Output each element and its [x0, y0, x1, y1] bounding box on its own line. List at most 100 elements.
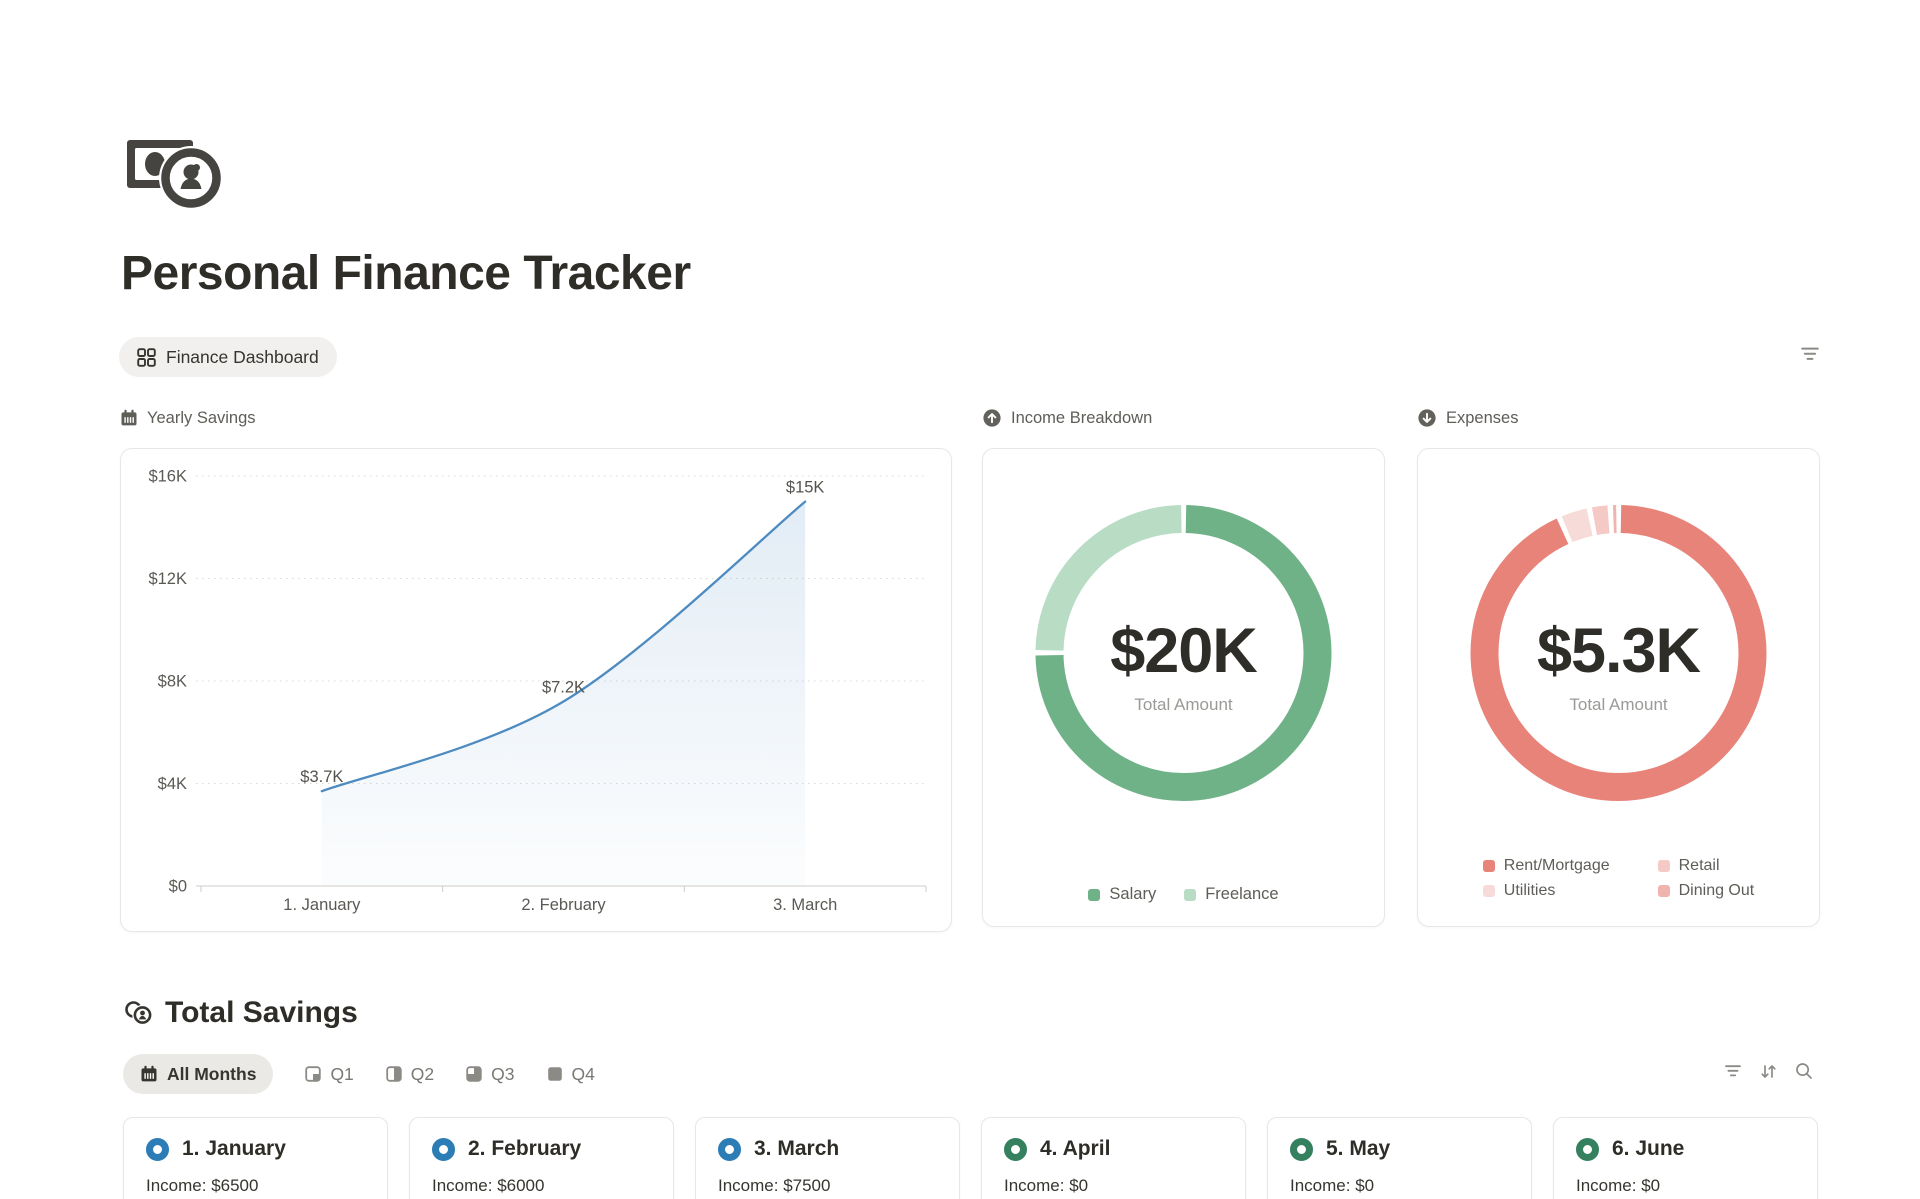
quarter-1-icon [305, 1066, 322, 1082]
legend-swatch [1657, 859, 1670, 872]
month-ring-icon [146, 1137, 169, 1161]
svg-text:$12K: $12K [148, 570, 187, 588]
month-ring-icon [718, 1137, 741, 1161]
tab-all-months[interactable]: All Months [123, 1054, 274, 1094]
month-income: Income: $7500 [718, 1176, 831, 1195]
expenses-donut-chart [1470, 505, 1767, 801]
legend-item: Rent/Mortgage [1482, 856, 1610, 875]
expenses-header: Expenses [1417, 405, 1820, 431]
legend-label: Dining Out [1678, 881, 1755, 899]
expenses-legend: Rent/Mortgage Utilities Retail Dining Out [1418, 853, 1819, 903]
month-card[interactable]: 5. May Income: $0 [1267, 1117, 1532, 1199]
month-title: 4. April [1040, 1137, 1111, 1160]
legend-label: Retail [1678, 856, 1720, 874]
tab-label: Q1 [330, 1063, 354, 1084]
yearly-savings-section: Yearly Savings $0 $4K $8K $12K $16K $3.7K 1. J… [120, 405, 952, 932]
svg-text:$16K: $16K [148, 468, 187, 486]
filter-icon[interactable] [1724, 1064, 1742, 1078]
tab-q1[interactable]: Q1 [305, 1063, 354, 1085]
total-savings-title: Total Savings [165, 996, 358, 1029]
svg-text:$3.7K: $3.7K [300, 768, 343, 786]
month-income: Income: $6000 [432, 1176, 545, 1195]
quarter-3-icon [466, 1066, 482, 1082]
yearly-savings-card: $0 $4K $8K $12K $16K $3.7K 1. January $7.2K 2. F… [120, 448, 952, 932]
month-income: Income: $6500 [146, 1176, 259, 1195]
income-breakdown-section: Income Breakdown $20K Total Amount Salar… [982, 405, 1385, 927]
income-total-caption: Total Amount [1134, 695, 1233, 714]
month-card-header: 6. June [1576, 1137, 1795, 1161]
svg-text:$7.2K: $7.2K [542, 679, 585, 697]
month-card[interactable]: 4. April Income: $0 [981, 1117, 1246, 1199]
yearly-savings-chart: $0 $4K $8K $12K $16K $3.7K 1. January $7.2K 2. F… [148, 468, 927, 914]
svg-text:$8K: $8K [158, 673, 187, 691]
legend-label: Salary [1109, 885, 1157, 903]
section-title: Yearly Savings [147, 408, 256, 427]
month-card-header: 3. March [718, 1137, 937, 1161]
total-savings-heading: Total Savings [124, 996, 358, 1030]
filter-icon[interactable] [1800, 346, 1820, 362]
month-ring-icon [1290, 1137, 1313, 1161]
search-icon[interactable] [1795, 1062, 1813, 1080]
month-ring-icon [1004, 1137, 1027, 1161]
view-pill-label: Finance Dashboard [166, 346, 319, 367]
month-ring-icon [432, 1137, 455, 1161]
income-breakdown-card: $20K Total Amount Salary Freelance [982, 448, 1385, 927]
sort-icon[interactable] [1759, 1063, 1778, 1080]
tab-q4[interactable]: Q4 [547, 1064, 595, 1085]
expenses-total-caption: Total Amount [1569, 695, 1668, 714]
month-title: 2. February [468, 1137, 582, 1160]
yearly-savings-header: Yearly Savings [120, 405, 952, 431]
quarter-4-icon [547, 1066, 563, 1082]
section-title: Income Breakdown [1011, 408, 1153, 427]
legend-swatch [1482, 884, 1495, 897]
svg-text:$0: $0 [169, 878, 187, 896]
legend-item: Salary [1088, 885, 1156, 904]
tab-q2[interactable]: Q2 [386, 1064, 434, 1085]
legend-label: Rent/Mortgage [1503, 856, 1610, 874]
month-card[interactable]: 1. January Income: $6500 [123, 1117, 388, 1199]
svg-text:$4K: $4K [158, 775, 187, 793]
tab-finance-dashboard[interactable]: Finance Dashboard [119, 337, 337, 377]
tab-q3[interactable]: Q3 [466, 1063, 515, 1085]
total-savings-toolbar [1724, 1062, 1813, 1080]
expenses-section: Expenses $5.3K Total Amount Rent/Mortgag… [1417, 405, 1820, 927]
month-title: 6. June [1612, 1137, 1685, 1160]
legend-item: Utilities [1482, 882, 1610, 900]
tab-label: Q2 [410, 1063, 435, 1084]
dashboard-grid-icon [137, 347, 156, 367]
total-savings-tabs: All Months Q1 Q2 Q3 Q4 [123, 1054, 595, 1094]
svg-text:3. March: 3. March [773, 896, 837, 914]
legend-swatch [1184, 888, 1197, 901]
income-legend: Salary Freelance [983, 885, 1384, 904]
legend-item: Freelance [1184, 885, 1279, 904]
month-ring-icon [1576, 1137, 1599, 1161]
income-breakdown-header: Income Breakdown [982, 405, 1385, 431]
view-bar: Finance Dashboard [119, 337, 1820, 377]
money-with-coin-icon[interactable] [124, 136, 226, 212]
month-card-header: 2. February [432, 1137, 651, 1161]
page-title: Personal Finance Tracker [121, 247, 691, 300]
svg-text:$15K: $15K [786, 479, 825, 497]
legend-item: Retail [1657, 856, 1755, 875]
month-income: Income: $0 [1290, 1176, 1375, 1195]
month-card[interactable]: 2. February Income: $6000 [409, 1117, 674, 1199]
section-title: Expenses [1446, 408, 1519, 427]
month-card-header: 5. May [1290, 1137, 1509, 1161]
expenses-card: $5.3K Total Amount Rent/Mortgage Utilitie… [1417, 448, 1820, 927]
month-card[interactable]: 3. March Income: $7500 [695, 1117, 960, 1199]
svg-text:2. February: 2. February [521, 896, 606, 914]
income-total: $20K [1110, 616, 1258, 686]
legend-swatch [1088, 888, 1101, 901]
legend-swatch [1482, 859, 1495, 872]
expenses-total: $5.3K [1536, 616, 1701, 686]
income-donut-chart [1035, 505, 1332, 801]
calendar-icon [140, 1065, 158, 1083]
tab-label: Q3 [491, 1063, 515, 1084]
legend-swatch [1657, 884, 1670, 897]
coins-icon [125, 1000, 153, 1025]
month-card[interactable]: 6. June Income: $0 [1553, 1117, 1818, 1199]
calendar-icon [121, 409, 137, 426]
circle-arrow-down-icon [1418, 409, 1436, 427]
month-card-header: 4. April [1004, 1137, 1223, 1161]
